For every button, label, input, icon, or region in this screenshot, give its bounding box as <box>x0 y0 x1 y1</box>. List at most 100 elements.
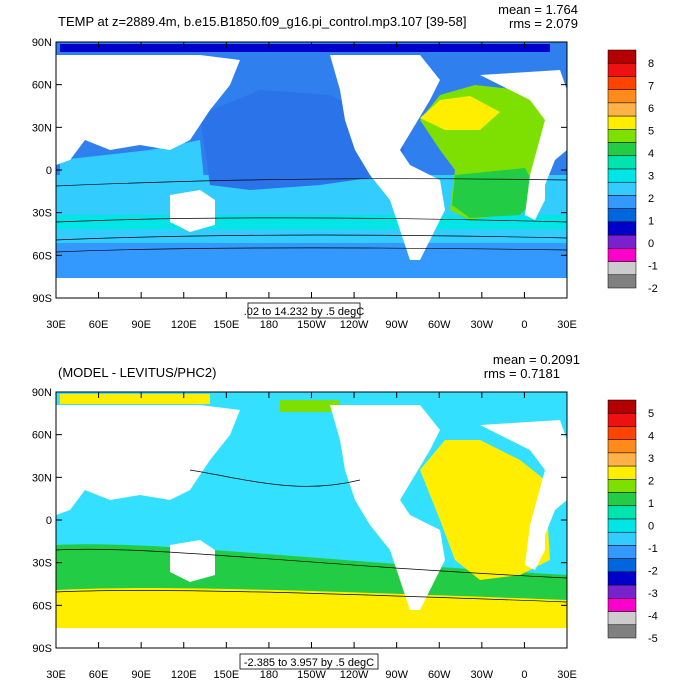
colorbar-label: 0 <box>648 521 654 533</box>
colorbar-swatch <box>607 115 637 130</box>
colorbar-label: 8 <box>648 58 654 70</box>
colorbar-swatch <box>607 452 637 467</box>
indian-ocean-field <box>60 140 205 215</box>
map-bottom-axes: 90N 60N 30N 0 30S 60S 90S 30E 60E 90E 120E 150E 180 1… <box>32 387 577 681</box>
lat-tick-label: 60S <box>32 600 52 612</box>
range-label-top: .02 to 14.232 by .5 degC <box>244 306 365 318</box>
lon-tick-label: 150W <box>297 319 326 331</box>
lon-tick-label: 30E <box>46 319 66 331</box>
colorbar-label: 4 <box>648 148 654 160</box>
lon-tick-label: 30E <box>557 319 577 331</box>
colorbar-label: -1 <box>648 261 658 273</box>
lon-tick-label: 90E <box>131 669 151 681</box>
lat-tick-label: 30N <box>32 122 52 134</box>
colorbar-swatch <box>607 142 637 157</box>
colorbar-swatch <box>607 168 637 183</box>
lon-tick-label: 90W <box>385 319 408 331</box>
southern-band-b <box>56 215 567 229</box>
colorbar-top: 8 7 6 5 4 3 2 1 0 -1 -2 <box>607 49 658 295</box>
lat-tick-label: 90S <box>32 643 52 655</box>
colorbar-label: 2 <box>648 193 654 205</box>
colorbar-swatch <box>607 129 637 143</box>
colorbar-label: 0 <box>648 238 654 250</box>
colorbar-swatch <box>607 492 637 507</box>
lon-tick-label: 60E <box>89 319 109 331</box>
colorbar-swatch <box>607 518 637 533</box>
lon-tick-label: 30W <box>471 669 494 681</box>
range-box-top <box>247 302 361 319</box>
colorbar-swatch <box>607 439 637 454</box>
lon-tick-label: 0 <box>521 319 527 331</box>
lat-tick-label: 0 <box>46 165 52 177</box>
contour-line <box>56 234 567 241</box>
colorbar-label: 5 <box>648 126 654 138</box>
colorbar-label: 4 <box>648 431 654 443</box>
range-label-bottom: -2.385 to 3.957 by .5 degC <box>244 657 374 669</box>
colorbar-swatch <box>607 181 637 196</box>
colorbar-label: 3 <box>648 171 654 183</box>
continent-americas <box>330 55 445 260</box>
lat-tick-label: 90S <box>32 293 52 305</box>
panel-bottom-mean: mean = 0.2091 <box>493 352 580 367</box>
colorbar-swatch <box>607 571 637 586</box>
southern-band-d <box>56 243 567 278</box>
lon-tick-label: 90E <box>131 319 151 331</box>
lat-tick-label: 0 <box>46 515 52 527</box>
continent-asia <box>56 55 240 165</box>
contour-line <box>56 548 567 579</box>
colorbar-label: 5 <box>648 408 654 420</box>
lon-tick-label: 30E <box>46 669 66 681</box>
colorbar-swatch <box>607 248 637 262</box>
colorbar-label: 1 <box>648 498 654 510</box>
colorbar-label: -5 <box>648 633 658 645</box>
panel-bottom: (MODEL - LEVITUS/PHC2) mean = 0.2091 rms… <box>32 352 658 681</box>
southern-yellow-band <box>56 588 567 628</box>
map-top-axes: 90N 60N 30N 0 30S 60S 90S 30E 60E 90E 120E 150E 180 1… <box>32 37 577 331</box>
panel-bottom-rms: rms = 0.7181 <box>484 366 560 381</box>
continent-australia <box>170 190 215 232</box>
contour-line <box>189 469 361 487</box>
lat-tick-label: 90N <box>32 37 52 49</box>
colorbar-label: -3 <box>648 588 658 600</box>
contour-line <box>56 178 567 187</box>
colorbar-swatch <box>607 49 637 64</box>
lon-tick-label: 150E <box>213 319 239 331</box>
colorbar-label: 7 <box>648 81 654 93</box>
panel-top-mean: mean = 1.764 <box>498 2 578 17</box>
lon-tick-label: 150E <box>213 669 239 681</box>
colorbar-label: 2 <box>648 476 654 488</box>
lon-tick-label: 60W <box>428 669 451 681</box>
colorbar-swatch <box>607 598 637 612</box>
map-bottom <box>56 392 567 648</box>
colorbar-swatch <box>607 221 637 236</box>
contour-line <box>56 590 567 603</box>
lat-tick-label: 90N <box>32 387 52 399</box>
colorbar-swatch <box>607 274 637 289</box>
panel-top-title: TEMP at z=2889.4m, b.e15.B1850.f09_g16.p… <box>58 14 466 29</box>
lon-tick-label: 60W <box>428 319 451 331</box>
colorbar-swatch <box>607 465 637 480</box>
colorbar-swatch <box>607 155 637 170</box>
arctic-green <box>280 400 340 412</box>
panel-top: TEMP at z=2889.4m, b.e15.B1850.f09_g16.p… <box>32 2 658 331</box>
colorbar-swatch <box>607 102 637 117</box>
lat-tick-label: 30S <box>32 558 52 570</box>
lon-tick-label: 120E <box>171 669 197 681</box>
lat-tick-label: 30N <box>32 472 52 484</box>
lon-tick-label: 180 <box>260 319 278 331</box>
continent-asia <box>56 405 240 515</box>
range-box-bottom <box>239 653 379 670</box>
lon-tick-label: 120W <box>340 669 369 681</box>
contour-line <box>56 217 567 223</box>
colorbar-swatch <box>607 89 637 104</box>
colorbar-swatch <box>607 545 637 559</box>
arctic-yellow <box>60 394 210 404</box>
lon-tick-label: 60E <box>89 669 109 681</box>
lon-tick-label: 90W <box>385 669 408 681</box>
arctic-strip <box>60 44 550 52</box>
colorbar-swatch <box>607 399 637 414</box>
colorbar-label: 6 <box>648 103 654 115</box>
panel-top-rms: rms = 2.079 <box>509 16 578 31</box>
colorbar-label: -4 <box>648 611 658 623</box>
